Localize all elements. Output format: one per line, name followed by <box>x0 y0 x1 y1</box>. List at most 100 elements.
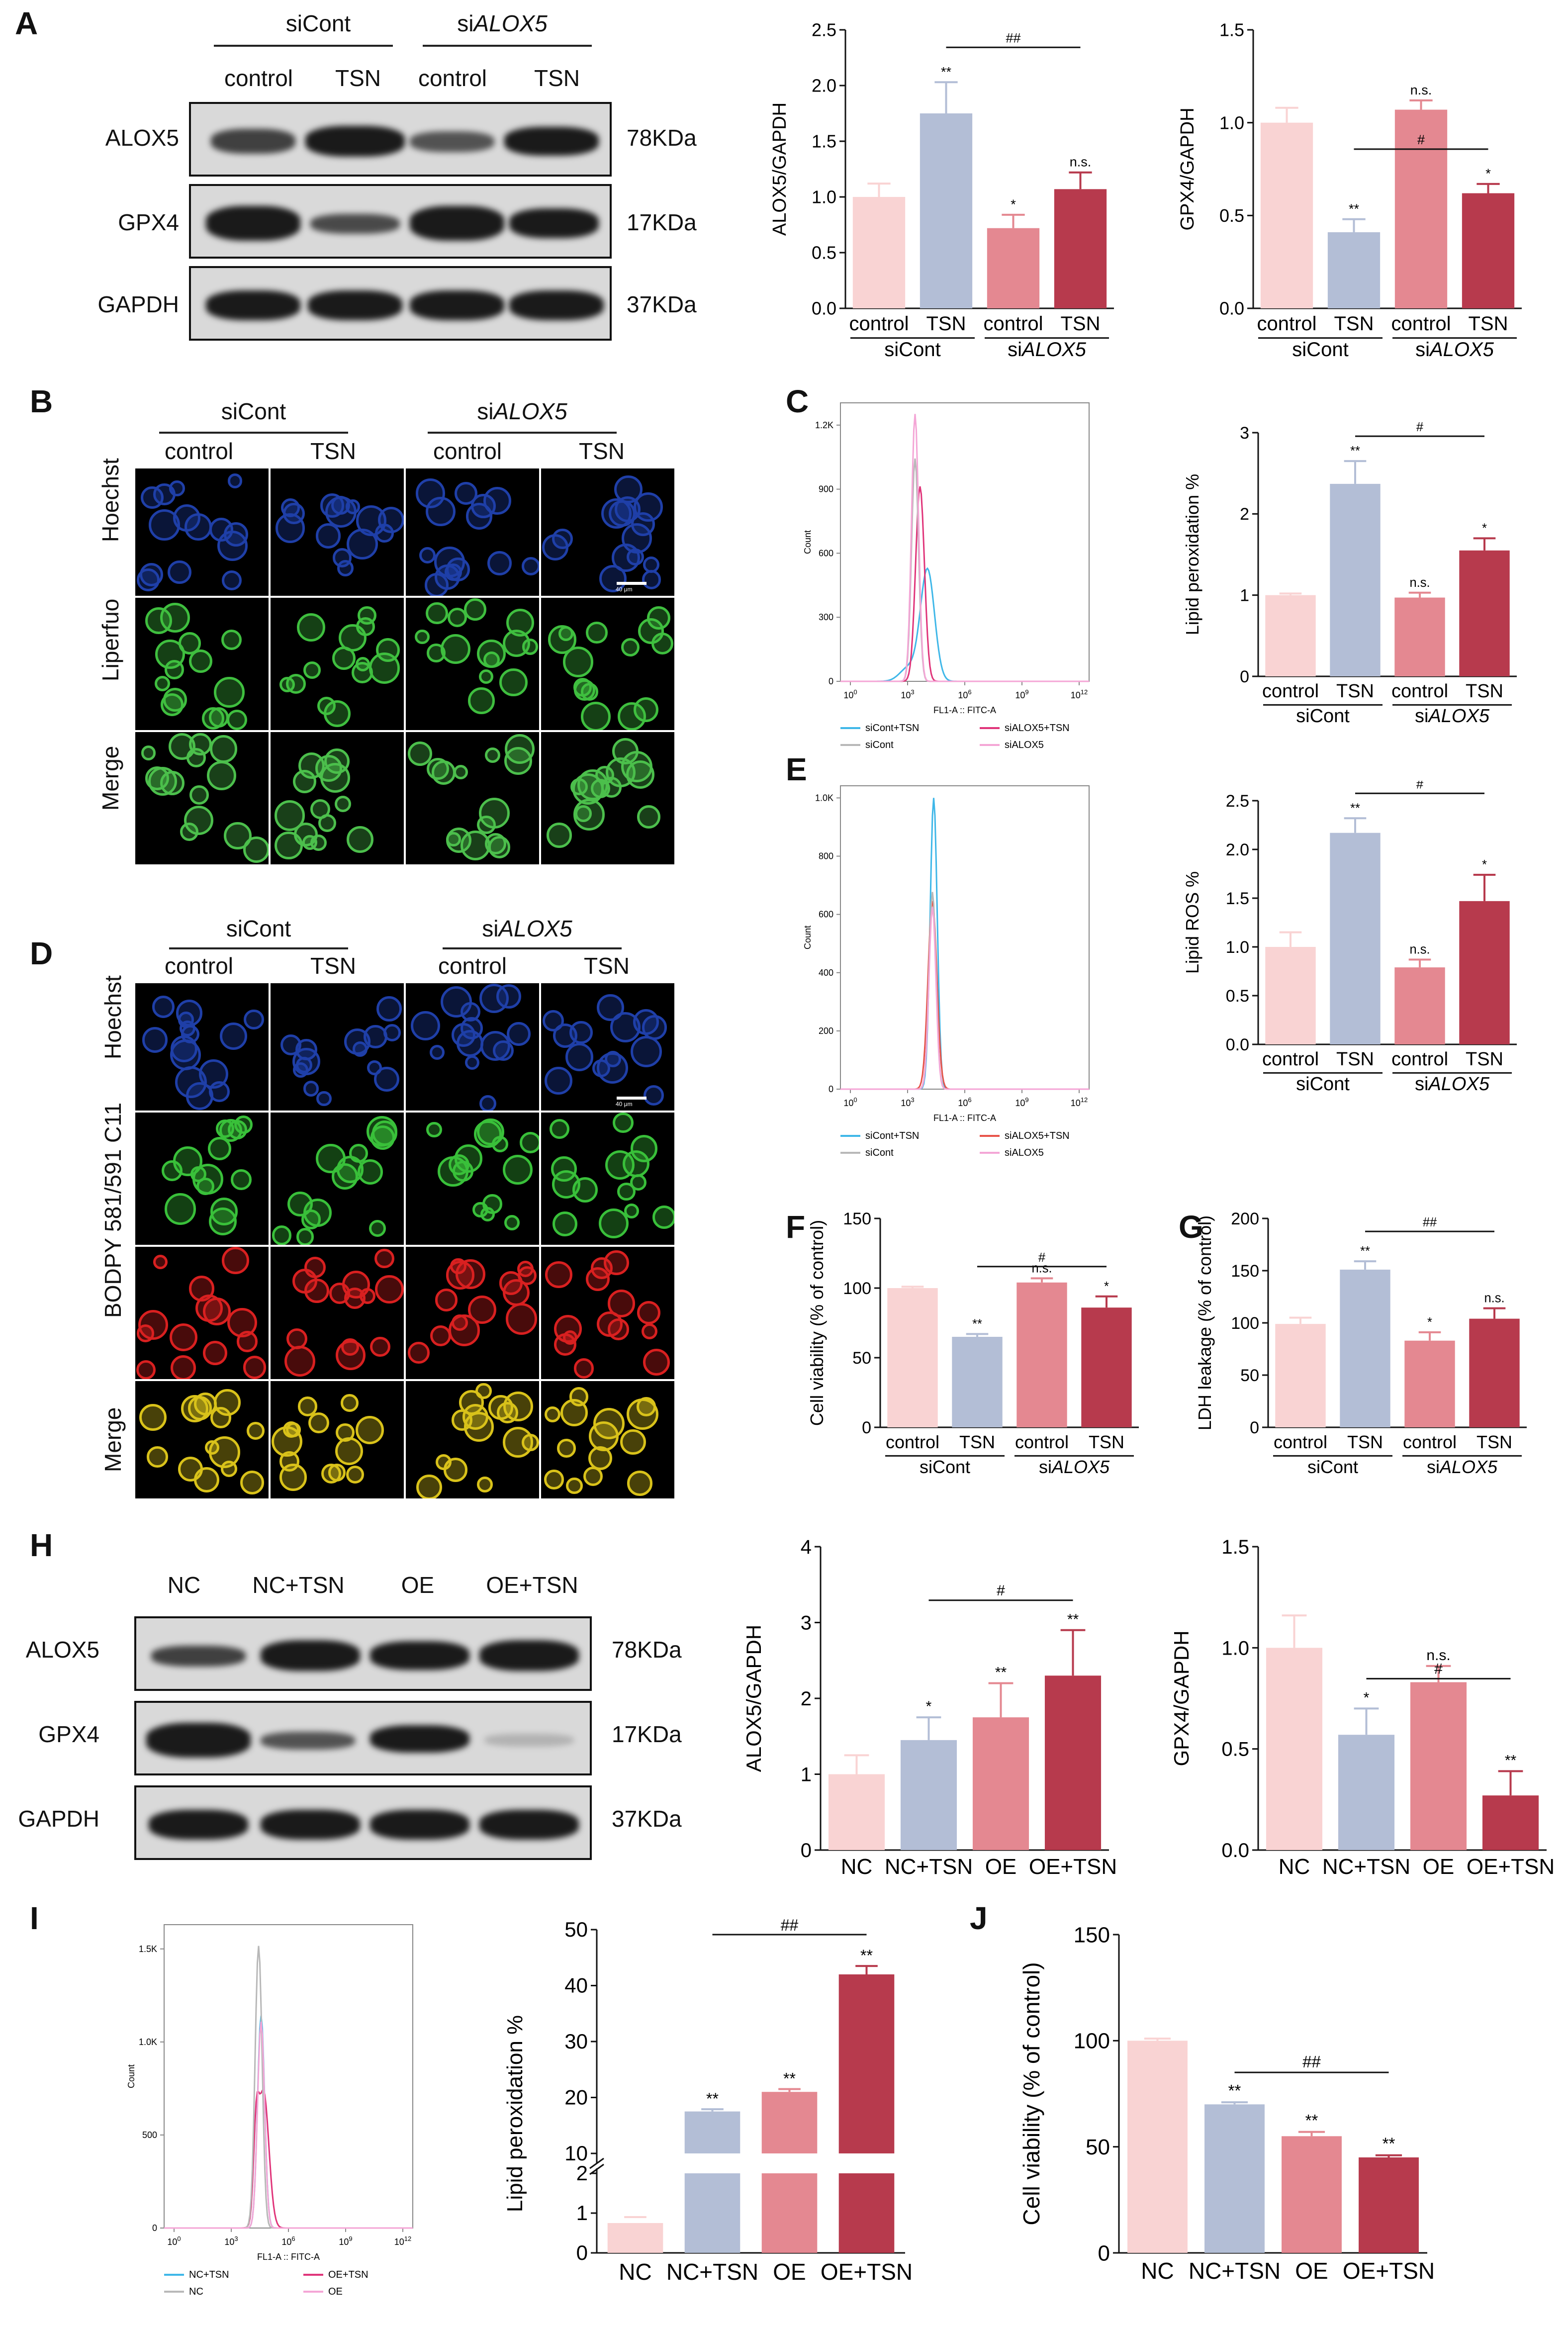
category-label: NC <box>1141 2258 1174 2284</box>
micrograph <box>540 731 675 865</box>
bar <box>1265 947 1316 1044</box>
significance-mark: * <box>1011 197 1016 212</box>
group-header: siALOX5 <box>482 916 572 941</box>
y-tick-label: 1 <box>801 1764 812 1786</box>
significance-mark: n.s. <box>1409 576 1430 590</box>
y-tick-label: 300 <box>819 612 833 622</box>
histogram-curve <box>164 1946 413 2229</box>
x-tick-label: 109 <box>1015 688 1028 700</box>
lane-label: OE+TSN <box>486 1572 578 1598</box>
legend-label: siCont <box>865 740 894 750</box>
y-tick-label: 200 <box>1231 1209 1259 1228</box>
comparison-mark: ## <box>1006 30 1020 45</box>
significance-mark: * <box>1485 166 1491 181</box>
comparison-mark: # <box>1416 781 1424 791</box>
category-label: OE+TSN <box>1467 1855 1555 1879</box>
category-label: control <box>1403 1432 1457 1452</box>
y-tick-label: 100 <box>1074 2029 1110 2053</box>
category-label: OE <box>985 1855 1017 1879</box>
lane-label: NC+TSN <box>252 1572 345 1598</box>
x-axis-label: FL1-A :: FITC-A <box>257 2252 320 2262</box>
category-label: OE+TSN <box>1029 1855 1117 1879</box>
y-tick-label: 1.5K <box>139 1944 157 1954</box>
legend-label: siCont+TSN <box>865 1130 919 1141</box>
category-label: OE <box>1295 2258 1328 2284</box>
category-label: control <box>1391 1049 1448 1070</box>
bar <box>828 1774 885 1850</box>
bar <box>761 2092 818 2153</box>
row-label: Merge <box>100 1407 126 1472</box>
y-tick-label: 600 <box>819 910 833 920</box>
y-tick-label: 1.0 <box>1219 112 1244 133</box>
bar-chart-a1: 0.0 0.5 1.0 1.5 2.0 2.5 ALOX5/GAPDH control ** TS… <box>769 20 1114 361</box>
y-tick-label: 1.5 <box>1219 20 1244 40</box>
flow-histogram-e: 0 200 400 600 800 1.0K 100 103 106 109 1012 FL1-A :… <box>803 785 1090 1158</box>
row-label: Hoechst <box>100 975 126 1059</box>
panel-label-j: J <box>970 1900 988 1936</box>
y-tick-label: 1.0 <box>1226 938 1249 957</box>
blot-strip-alox5 <box>189 102 612 177</box>
category-label: OE+TSN <box>821 2259 913 2285</box>
x-tick-label: 100 <box>843 688 857 700</box>
y-tick-label: 500 <box>142 2130 157 2140</box>
y-tick-label: 0.5 <box>812 243 836 263</box>
y-tick-label: 800 <box>819 851 833 861</box>
y-tick-label: 0 <box>576 2241 588 2264</box>
micrograph <box>270 597 405 731</box>
significance-mark: ** <box>706 2090 719 2108</box>
y-tick-label: 2 <box>1240 505 1249 524</box>
lane-label: control <box>164 438 234 464</box>
significance-mark: * <box>1104 1280 1109 1294</box>
category-label: control <box>1391 313 1451 335</box>
y-tick-label: 600 <box>819 548 833 558</box>
x-tick-label: 109 <box>339 2235 352 2247</box>
bar-chart-g: 0 50 100 150 200 LDH leakage (% of control) co… <box>1195 1209 1527 1477</box>
y-axis-label: Lipid peroxidation % <box>1182 474 1202 635</box>
y-tick-label: 0 <box>829 1084 833 1094</box>
x-tick-label: 100 <box>167 2235 181 2247</box>
group-label: siCont <box>1296 706 1350 727</box>
y-tick-label: 1.0K <box>139 2037 157 2047</box>
category-label: TSN <box>1347 1432 1383 1452</box>
comparison-mark: ## <box>1302 2052 1321 2071</box>
y-tick-label: 1.5 <box>1221 1536 1249 1558</box>
blot-strip-gapdh <box>134 1785 592 1860</box>
bar-chart-e: 0.0 0.5 1.0 1.5 2.0 2.5 Lipid ROS % control ** TS… <box>1182 781 1517 1095</box>
kda-label: 78KDa <box>612 1637 682 1663</box>
y-tick-label: 0.0 <box>1221 1840 1249 1861</box>
category-label: TSN <box>1466 681 1503 702</box>
blot-strip-gapdh <box>189 266 612 341</box>
group-header: siCont <box>221 398 286 424</box>
bar <box>1469 1318 1520 1427</box>
micrograph <box>540 1380 675 1499</box>
histogram-curve <box>840 486 1089 682</box>
significance-mark: ** <box>860 1947 873 1964</box>
bar <box>1275 1324 1326 1427</box>
histogram-curve <box>164 2089 413 2229</box>
y-tick-label: 50 <box>1086 2135 1110 2159</box>
category-label: control <box>1274 1432 1327 1452</box>
bar <box>607 2223 663 2253</box>
y-tick-label: 1.5 <box>1226 889 1249 908</box>
significance-mark: n.s. <box>1426 1647 1450 1664</box>
kda-label: 78KDa <box>627 125 697 151</box>
significance-mark: ** <box>941 64 952 79</box>
scale-bar-label: 40 μm <box>616 586 633 593</box>
comparison-mark: ## <box>1423 1215 1437 1229</box>
panel-label-g: G <box>1179 1209 1203 1245</box>
y-axis-label: Lipid ROS % <box>1182 871 1202 974</box>
group-underline <box>214 45 393 47</box>
scale-bar <box>617 582 646 585</box>
x-tick-label: 106 <box>281 2235 295 2247</box>
y-tick-label: 1 <box>576 2201 588 2225</box>
micrograph <box>134 467 270 597</box>
y-tick-label: 1.2K <box>815 420 833 430</box>
micrograph <box>405 1246 540 1380</box>
micrograph <box>134 1380 270 1499</box>
comparison-mark: # <box>997 1582 1005 1599</box>
category-label: TSN <box>1089 1432 1124 1452</box>
bar <box>1394 967 1445 1044</box>
bar <box>972 1717 1029 1850</box>
lane-label: control <box>224 65 293 91</box>
x-tick-label: 1012 <box>394 2235 412 2247</box>
